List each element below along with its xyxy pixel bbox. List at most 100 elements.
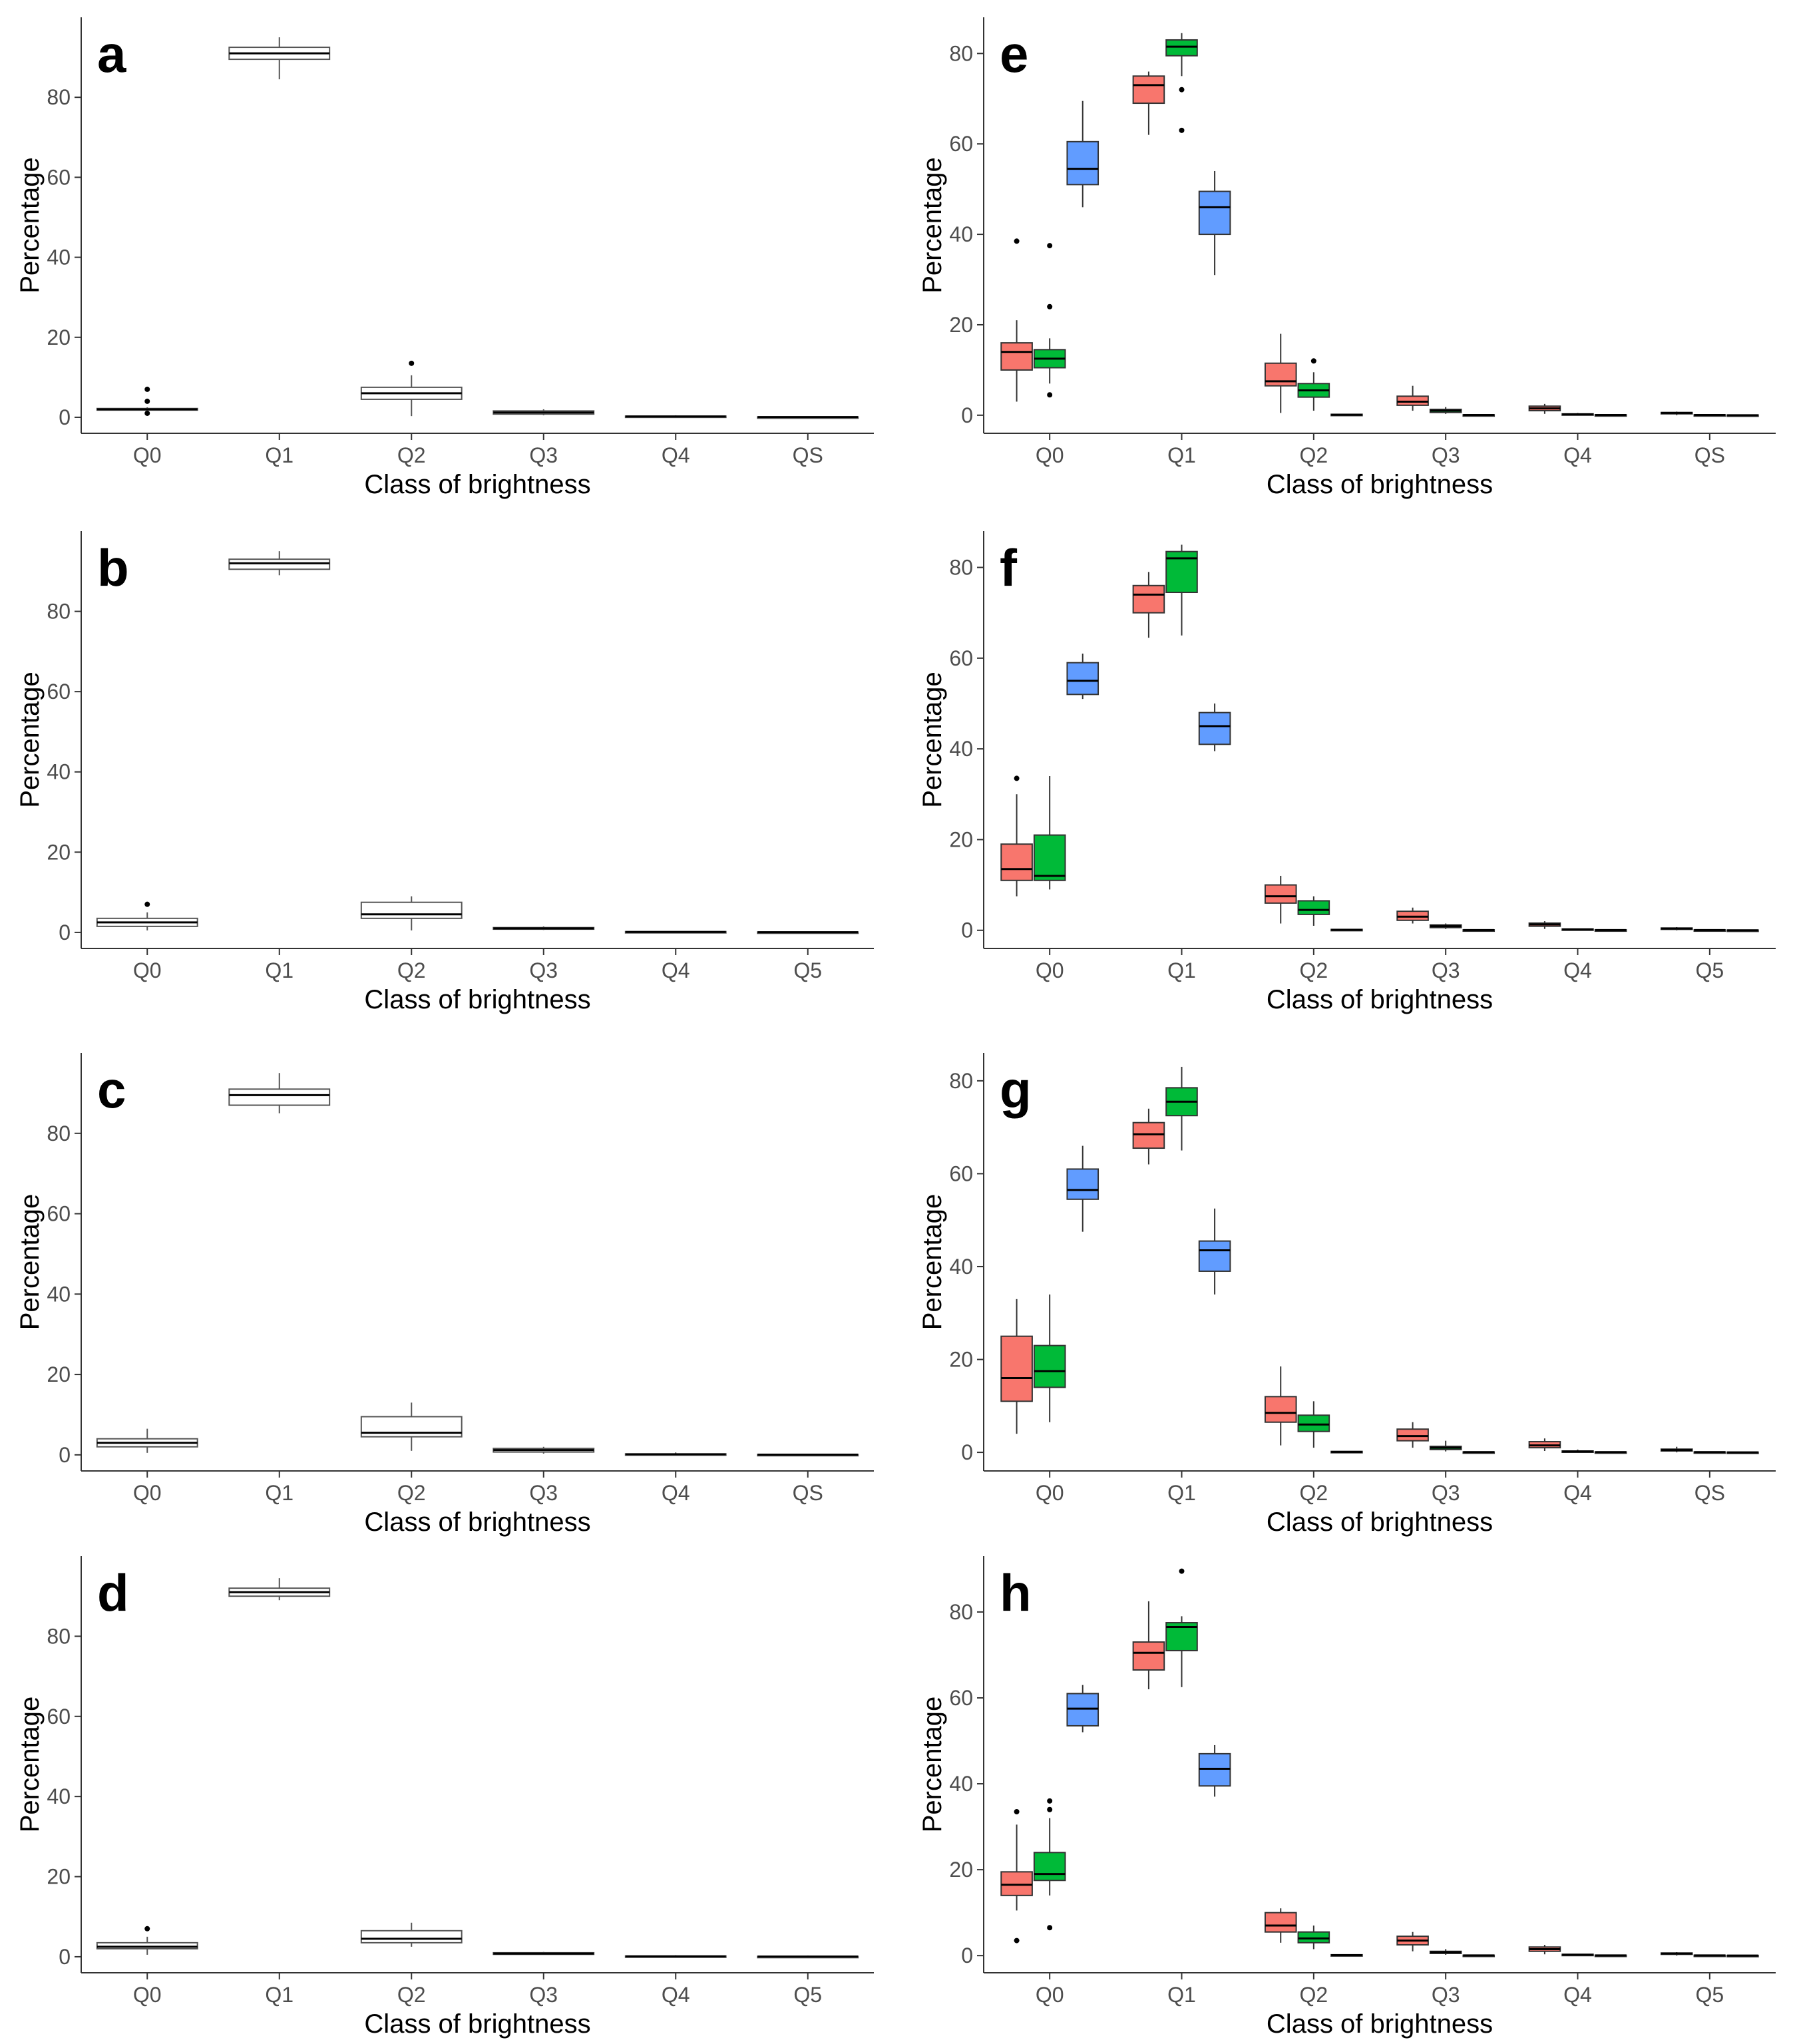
box-red-Q4 [1528, 403, 1561, 414]
outlier-point [1179, 127, 1185, 133]
y-tick-label: 0 [961, 1943, 973, 1967]
y-tick-label: 20 [47, 1362, 71, 1386]
box-red-QS [1660, 411, 1693, 415]
iqr-box [1264, 884, 1297, 904]
outlier-point [144, 410, 150, 416]
outlier-point [1179, 87, 1185, 93]
y-tick-label: 80 [949, 41, 973, 65]
y-tick-label: 60 [949, 1161, 973, 1185]
box-blue-Q2 [1330, 1450, 1363, 1454]
x-tick-label: Q0 [1036, 1481, 1064, 1505]
chart-panel-f: 0 20 40 60 80 Q0 Q1 Q2 Q3 Q4 Q5 Class of brightness… [918, 531, 1776, 1014]
x-tick-label: Q4 [1563, 443, 1592, 467]
x-tick-label: Q2 [1299, 443, 1328, 467]
box-blue-Q0 [1066, 1145, 1099, 1232]
y-tick-label: 60 [47, 1705, 71, 1729]
x-tick-label: Q1 [265, 443, 294, 467]
y-tick-label: 80 [47, 1624, 71, 1648]
box-green-Q0 [1033, 1798, 1066, 1931]
x-axis-title: Class of brightness [1267, 985, 1493, 1014]
x-axis-title: Class of brightness [1267, 1508, 1493, 1537]
box-green-Q1 [1165, 1066, 1198, 1151]
box-blue-Q1 [1198, 703, 1231, 751]
outlier-point [1014, 1938, 1020, 1943]
box-blue-Q1 [1198, 170, 1231, 276]
x-tick-label: Q1 [1167, 443, 1196, 467]
x-tick-label: Q1 [1167, 1481, 1196, 1505]
box-red-Q2 [1264, 875, 1297, 924]
box-all-Q1 [228, 37, 331, 80]
box-blue-Q0 [1066, 654, 1099, 700]
y-tick-label: 20 [47, 840, 71, 864]
panel-letter: a [97, 25, 126, 83]
box-blue-QS [1726, 414, 1759, 417]
y-tick-label: 80 [949, 1600, 973, 1624]
box-green-Q3 [1429, 407, 1462, 414]
iqr-box [1396, 1428, 1429, 1442]
chart-panel-c: 0 20 40 60 80 Q0 Q1 Q2 Q3 Q4 QS Class of brightness… [15, 1053, 874, 1537]
panel-letter: e [1000, 25, 1028, 83]
x-tick-label: Q2 [397, 1481, 426, 1505]
y-tick-label: 80 [47, 1122, 71, 1145]
box-blue-Q2 [1330, 413, 1363, 417]
y-axis-title: Percentage [15, 672, 45, 808]
iqr-box [1297, 1414, 1330, 1432]
x-axis-title: Class of brightness [364, 2009, 590, 2039]
box-red-Q4 [1528, 921, 1561, 929]
iqr-box [1066, 140, 1099, 186]
box-all-Q1 [228, 1073, 331, 1114]
box-red-Q3 [1396, 385, 1429, 411]
outlier-point [1310, 358, 1316, 364]
x-tick-label: Q3 [529, 1481, 558, 1505]
box-red-Q2 [1264, 1908, 1297, 1943]
box-green-Q1 [1165, 1568, 1198, 1687]
iqr-box [1297, 900, 1330, 915]
y-tick-label: 60 [47, 165, 71, 189]
box-all-Q5 [757, 1955, 859, 1959]
box-blue-Q3 [1462, 413, 1495, 417]
x-tick-label: Q1 [265, 958, 294, 982]
box-red-Q3 [1396, 1932, 1429, 1951]
y-tick-label: 0 [961, 403, 973, 427]
box-blue-Q2 [1330, 928, 1363, 932]
box-green-Q1 [1165, 33, 1198, 133]
y-tick-label: 40 [47, 760, 71, 784]
x-tick-label: Q0 [1036, 1983, 1064, 2007]
y-tick-label: 0 [961, 1440, 973, 1464]
box-green-Q3 [1429, 1440, 1462, 1452]
outlier-point [144, 386, 150, 392]
x-tick-label: Q5 [793, 1983, 822, 2007]
iqr-box [1264, 362, 1297, 387]
x-tick-label: QS [1694, 443, 1725, 467]
iqr-box [1132, 584, 1165, 614]
iqr-box [96, 1942, 198, 1949]
box-all-Q4 [624, 415, 727, 419]
iqr-box [360, 1930, 463, 1943]
box-green-Q4 [1561, 413, 1594, 416]
box-green-Q1 [1165, 544, 1198, 636]
x-tick-label: Q4 [1563, 1481, 1592, 1505]
box-all-Q1 [228, 551, 331, 576]
outlier-point [409, 360, 415, 366]
chart-panel-g: 0 20 40 60 80 Q0 Q1 Q2 Q3 Q4 QS Class of brightness… [918, 1053, 1776, 1537]
panel-letter: d [97, 1563, 129, 1622]
iqr-box [1165, 39, 1198, 57]
y-tick-label: 60 [949, 132, 973, 156]
box-blue-QS [1726, 1451, 1759, 1454]
y-tick-label: 80 [949, 1069, 973, 1093]
x-tick-label: Q2 [397, 958, 426, 982]
outlier-point [144, 901, 150, 907]
x-tick-label: Q3 [1432, 1983, 1460, 2007]
y-tick-label: 40 [949, 1255, 973, 1279]
y-tick-label: 20 [949, 1858, 973, 1882]
chart-panel-b: 0 20 40 60 80 Q0 Q1 Q2 Q3 Q4 Q5 Class of brightness… [15, 531, 874, 1014]
box-green-Q5 [1693, 928, 1726, 932]
box-all-Q0 [96, 1926, 198, 1955]
outlier-point [1014, 775, 1020, 781]
box-blue-Q4 [1594, 1451, 1627, 1454]
x-tick-label: Q4 [662, 443, 690, 467]
iqr-box [1264, 1912, 1297, 1933]
panel-letter: g [1000, 1060, 1032, 1119]
x-tick-label: Q5 [1695, 1983, 1724, 2007]
